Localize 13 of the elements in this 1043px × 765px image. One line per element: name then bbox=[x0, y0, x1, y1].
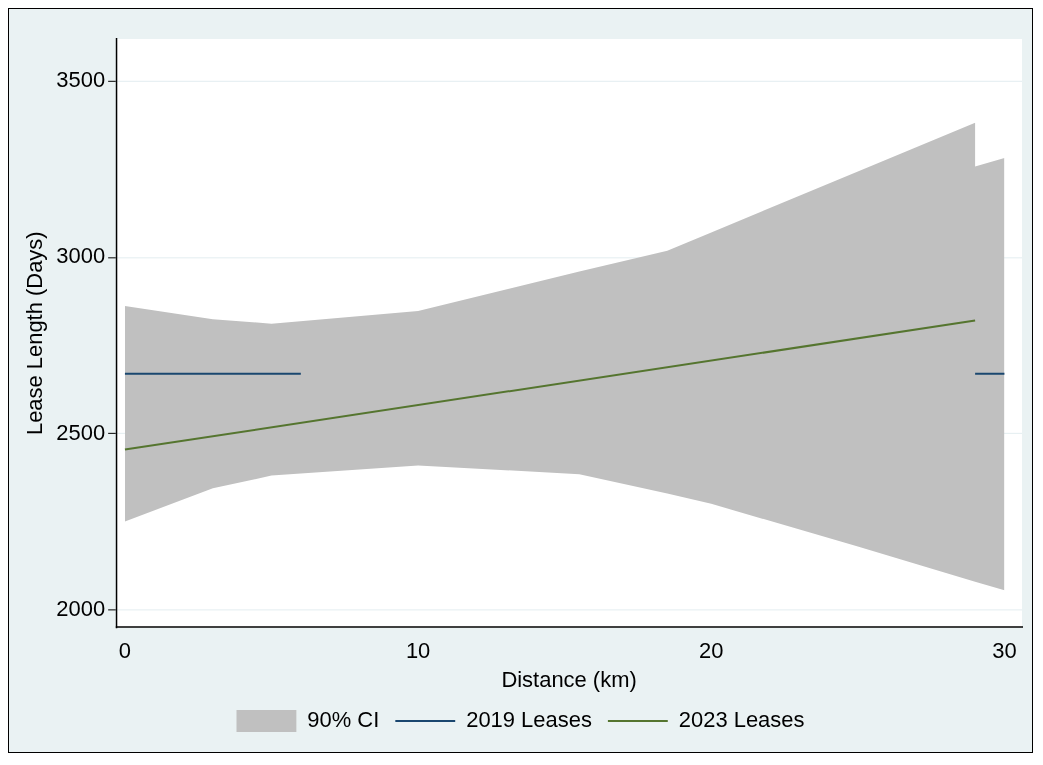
y-tick-label: 3500 bbox=[56, 67, 106, 93]
legend-label: 90% CI bbox=[307, 707, 380, 733]
y-tick-label: 2500 bbox=[56, 419, 106, 445]
x-tick-label: 0 bbox=[118, 637, 132, 663]
y-tick-label: 3000 bbox=[56, 243, 106, 269]
x-tick-label: 30 bbox=[992, 637, 1017, 663]
x-axis-title: Distance (km) bbox=[501, 667, 637, 693]
legend-label: 2023 Leases bbox=[678, 707, 805, 733]
legend-label: 2019 Leases bbox=[466, 707, 592, 733]
y-axis-title: Lease Length (Days) bbox=[22, 231, 48, 436]
x-tick-label: 10 bbox=[405, 637, 431, 663]
y-tick-label: 2000 bbox=[56, 595, 106, 621]
x-tick-label: 20 bbox=[699, 637, 724, 663]
